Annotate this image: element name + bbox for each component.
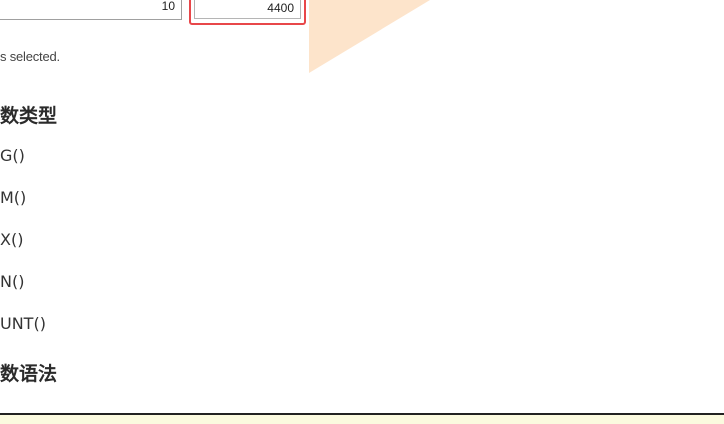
function-item-min: N() [0, 272, 25, 291]
function-types-heading: 数类型 [0, 105, 58, 127]
function-item-avg: G() [0, 146, 25, 165]
function-item-sum: M() [0, 188, 27, 207]
decorative-peach-shape [309, 0, 430, 73]
bottom-note-panel [0, 413, 724, 424]
function-item-count: UNT() [0, 314, 46, 333]
spreadsheet-cell-right[interactable]: 4400 [194, 0, 301, 19]
selection-caption: s selected. [0, 49, 60, 64]
spreadsheet-cell-left[interactable]: 10 [0, 0, 182, 20]
highlighted-cell-outline: 4400 [189, 0, 306, 25]
function-item-max: X() [0, 230, 24, 249]
function-syntax-heading: 数语法 [0, 363, 58, 385]
